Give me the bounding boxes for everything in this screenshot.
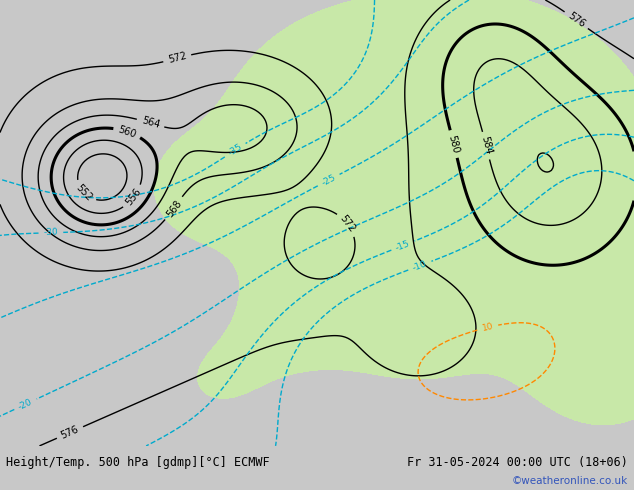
Text: 560: 560 — [117, 124, 138, 140]
Text: -35: -35 — [226, 142, 244, 158]
Text: Fr 31-05-2024 00:00 UTC (18+06): Fr 31-05-2024 00:00 UTC (18+06) — [407, 456, 628, 469]
Text: 564: 564 — [140, 116, 161, 130]
Text: ©weatheronline.co.uk: ©weatheronline.co.uk — [512, 476, 628, 487]
Text: 572: 572 — [338, 214, 357, 235]
Text: -25: -25 — [320, 172, 337, 188]
Text: 568: 568 — [164, 198, 183, 219]
Text: -10: -10 — [411, 259, 429, 272]
Text: 556: 556 — [124, 187, 143, 208]
Text: -30: -30 — [43, 228, 58, 238]
Text: Height/Temp. 500 hPa [gdmp][°C] ECMWF: Height/Temp. 500 hPa [gdmp][°C] ECMWF — [6, 456, 270, 469]
Text: 576: 576 — [566, 11, 586, 30]
Text: 580: 580 — [447, 134, 461, 154]
Text: 10: 10 — [481, 321, 495, 333]
Text: -20: -20 — [17, 397, 34, 412]
Text: 552: 552 — [74, 182, 94, 203]
Text: 572: 572 — [167, 51, 188, 66]
Text: -15: -15 — [394, 239, 411, 252]
Text: 584: 584 — [479, 135, 493, 156]
Text: 576: 576 — [60, 424, 81, 441]
